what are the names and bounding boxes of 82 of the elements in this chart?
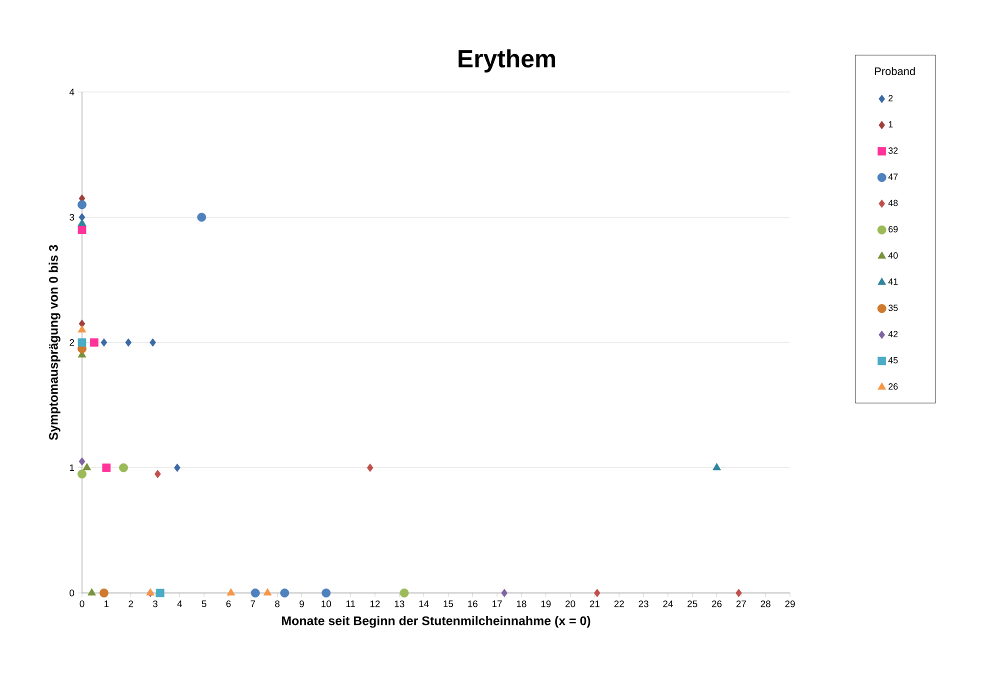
x-tick-label: 26 bbox=[712, 600, 722, 608]
point bbox=[78, 325, 86, 332]
legend-label: 26 bbox=[888, 383, 898, 390]
x-tick-label: 23 bbox=[638, 600, 648, 608]
point bbox=[154, 470, 161, 478]
point bbox=[78, 226, 86, 234]
point bbox=[501, 588, 508, 598]
point bbox=[150, 338, 156, 347]
x-tick-label: 17 bbox=[492, 600, 502, 608]
x-tick-label: 28 bbox=[760, 600, 770, 608]
y-axis-title: Symptomausprägung von 0 bis 3 bbox=[48, 245, 60, 440]
x-tick-label: 15 bbox=[444, 600, 454, 608]
x-tick-label: 0 bbox=[80, 600, 84, 608]
y-tick-label: 3 bbox=[70, 214, 74, 221]
point bbox=[78, 218, 86, 226]
point bbox=[125, 338, 132, 347]
x-tick-label: 16 bbox=[468, 600, 478, 608]
point bbox=[736, 588, 742, 598]
point bbox=[100, 588, 108, 598]
x-tick-label: 21 bbox=[590, 600, 600, 608]
point bbox=[82, 462, 92, 470]
legend-label: 2 bbox=[888, 95, 893, 102]
point bbox=[226, 588, 236, 596]
point bbox=[400, 588, 409, 598]
legend-label: 47 bbox=[888, 174, 898, 180]
point bbox=[322, 588, 331, 598]
x-tick-label: 27 bbox=[736, 600, 746, 608]
point bbox=[78, 338, 86, 347]
point bbox=[712, 462, 721, 470]
x-tick-label: 9 bbox=[300, 600, 304, 608]
legend-label: 45 bbox=[888, 357, 898, 364]
x-tick-label: 14 bbox=[419, 600, 429, 608]
chart-title: Erythem bbox=[458, 49, 556, 72]
legend-label: 48 bbox=[888, 200, 898, 206]
point bbox=[250, 588, 260, 598]
x-tick-label: 7 bbox=[250, 600, 256, 608]
x-tick-label: 18 bbox=[516, 600, 526, 608]
y-tick-label: 0 bbox=[70, 590, 74, 596]
x-tick-label: 1 bbox=[104, 600, 109, 608]
x-tick-label: 20 bbox=[565, 600, 576, 608]
x-tick-label: 3 bbox=[152, 600, 158, 608]
x-tick-label: 12 bbox=[370, 600, 380, 608]
point bbox=[174, 464, 180, 472]
legend-label: 1 bbox=[888, 121, 893, 128]
y-tick-label: 2 bbox=[70, 339, 74, 346]
point bbox=[100, 338, 108, 347]
x-tick-label: 22 bbox=[614, 600, 624, 608]
x-tick-label: 5 bbox=[202, 600, 206, 608]
point bbox=[78, 200, 86, 210]
point bbox=[119, 463, 128, 472]
legend-label: 35 bbox=[888, 304, 898, 312]
point bbox=[197, 212, 206, 222]
point bbox=[88, 588, 96, 596]
x-tick-label: 4 bbox=[177, 600, 182, 608]
x-tick-label: 11 bbox=[346, 600, 356, 608]
legend-label: 40 bbox=[888, 252, 898, 259]
point bbox=[78, 457, 86, 466]
point bbox=[366, 464, 374, 472]
point bbox=[594, 588, 600, 598]
point bbox=[78, 470, 86, 478]
legend-label: 32 bbox=[888, 147, 898, 154]
x-tick-label: 25 bbox=[688, 600, 698, 608]
legend-label: 41 bbox=[888, 278, 898, 285]
point bbox=[102, 464, 111, 472]
legend-label: 69 bbox=[888, 226, 898, 232]
y-tick-label: 1 bbox=[70, 464, 74, 471]
legend-title: Proband bbox=[875, 67, 915, 76]
x-tick-label: 6 bbox=[226, 600, 231, 608]
point bbox=[263, 588, 272, 596]
x-tick-label: 8 bbox=[275, 600, 280, 608]
x-tick-label: 19 bbox=[541, 600, 551, 608]
y-tick-label: 4 bbox=[69, 88, 74, 96]
x-axis-title: Monate seit Beginn der Stutenmilcheinnahme (x = 0) bbox=[282, 616, 590, 628]
point bbox=[156, 588, 164, 598]
point bbox=[280, 588, 290, 598]
x-tick-label: 13 bbox=[394, 600, 404, 608]
x-tick-label: 2 bbox=[128, 600, 133, 608]
legend-label: 42 bbox=[888, 330, 898, 338]
x-tick-label: 29 bbox=[785, 600, 795, 608]
x-tick-label: 24 bbox=[663, 600, 673, 608]
point bbox=[90, 338, 98, 347]
x-tick-label: 10 bbox=[322, 600, 332, 608]
